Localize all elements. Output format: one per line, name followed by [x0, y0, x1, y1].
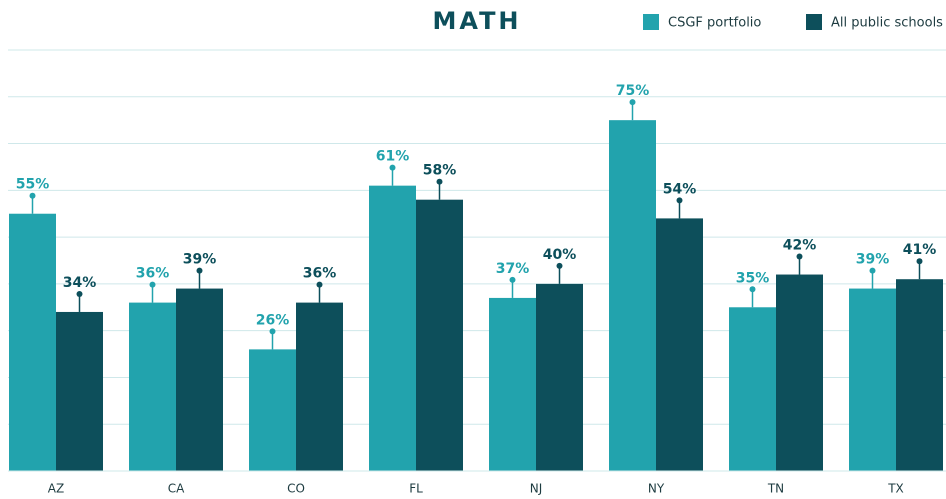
- x-tick-label: AZ: [48, 482, 64, 496]
- bar: [296, 302, 343, 471]
- bar: [609, 120, 656, 472]
- value-label: 36%: [136, 266, 170, 282]
- pin-dot: [316, 281, 323, 288]
- bar: [249, 349, 296, 471]
- pin-dot: [389, 164, 396, 171]
- bar: [489, 297, 536, 471]
- pin-dot: [629, 99, 636, 106]
- value-label: 37%: [496, 261, 530, 277]
- value-label: 39%: [183, 252, 217, 268]
- value-label: 41%: [903, 242, 937, 258]
- value-label: 42%: [783, 238, 817, 254]
- x-tick-label: NJ: [530, 482, 543, 496]
- legend-swatch: [806, 14, 822, 30]
- value-label: 36%: [303, 266, 337, 282]
- x-tick-label: NY: [648, 482, 665, 496]
- value-label: 54%: [663, 181, 697, 197]
- bar: [56, 311, 103, 471]
- chart-title: MATH: [432, 7, 521, 35]
- pin-dot: [509, 276, 516, 283]
- legend-label: CSGF portfolio: [668, 16, 761, 31]
- pin-dot: [269, 328, 276, 335]
- bar: [776, 274, 823, 471]
- value-label: 58%: [423, 163, 457, 179]
- x-tick-label: CO: [287, 482, 305, 496]
- pin-dot: [556, 262, 563, 269]
- x-tick-label: TN: [767, 482, 784, 496]
- pin-dot: [149, 281, 156, 288]
- bar: [536, 283, 583, 471]
- bar: [176, 288, 223, 471]
- value-label: 75%: [616, 83, 650, 99]
- value-label: 40%: [543, 247, 577, 263]
- value-label: 55%: [16, 177, 50, 193]
- bar: [9, 213, 56, 471]
- bar: [849, 288, 896, 471]
- bar: [369, 185, 416, 471]
- bar: [129, 302, 176, 471]
- bar: [656, 218, 703, 471]
- pin-dot: [76, 290, 83, 297]
- bar: [416, 199, 463, 471]
- pin-dot: [869, 267, 876, 274]
- value-label: 61%: [376, 149, 410, 165]
- x-tick-label: FL: [409, 482, 423, 496]
- x-tick-label: CA: [168, 482, 185, 496]
- pin-dot: [676, 197, 683, 204]
- legend-swatch: [643, 14, 659, 30]
- value-label: 26%: [256, 312, 290, 328]
- pin-dot: [196, 267, 203, 274]
- bar: [729, 307, 776, 471]
- pin-dot: [796, 253, 803, 260]
- value-label: 39%: [856, 252, 890, 268]
- value-label: 35%: [736, 270, 770, 286]
- bar: [896, 279, 943, 471]
- pin-dot: [916, 258, 923, 265]
- value-label: 34%: [63, 275, 97, 291]
- pin-dot: [749, 286, 756, 293]
- pin-dot: [436, 178, 443, 185]
- x-tick-label: TX: [887, 482, 904, 496]
- pin-dot: [29, 192, 36, 199]
- legend-label: All public schools: [831, 16, 943, 31]
